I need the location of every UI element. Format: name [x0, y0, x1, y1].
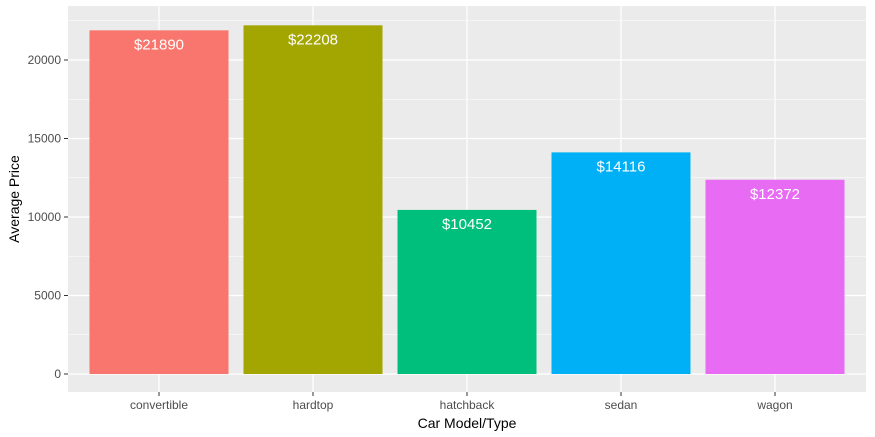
data-labels: $21890 $22208 $10452 $14116 $12372 — [134, 31, 800, 233]
bar-wagon — [705, 179, 845, 374]
x-axis-title: Car Model/Type — [418, 415, 517, 431]
bar-sedan — [551, 152, 691, 374]
bar-hardtop — [243, 25, 383, 374]
data-label-convertible: $21890 — [134, 36, 184, 53]
x-tick-label-hatchback: hatchback — [440, 398, 496, 412]
y-tick-label: 5000 — [34, 289, 61, 303]
bar-convertible — [89, 30, 229, 375]
bar-hatchback — [397, 209, 537, 374]
x-tick-label-hardtop: hardtop — [293, 398, 334, 412]
y-tick-label: 10000 — [28, 210, 62, 224]
y-axis: 0 5000 10000 15000 20000 — [28, 53, 68, 381]
y-tick-label: 0 — [54, 367, 61, 381]
y-tick-label: 20000 — [28, 53, 62, 67]
data-label-wagon: $12372 — [750, 186, 800, 203]
y-axis-title: Average Price — [6, 155, 22, 243]
bars — [89, 25, 845, 375]
data-label-hardtop: $22208 — [288, 31, 338, 48]
x-tick-label-convertible: convertible — [130, 398, 188, 412]
y-tick-label: 15000 — [28, 132, 62, 146]
data-label-sedan: $14116 — [597, 158, 646, 175]
x-axis: convertible hardtop hatchback sedan wagon — [130, 392, 793, 412]
data-label-hatchback: $10452 — [442, 216, 492, 233]
x-tick-label-wagon: wagon — [756, 398, 792, 412]
x-tick-label-sedan: sedan — [605, 398, 638, 412]
